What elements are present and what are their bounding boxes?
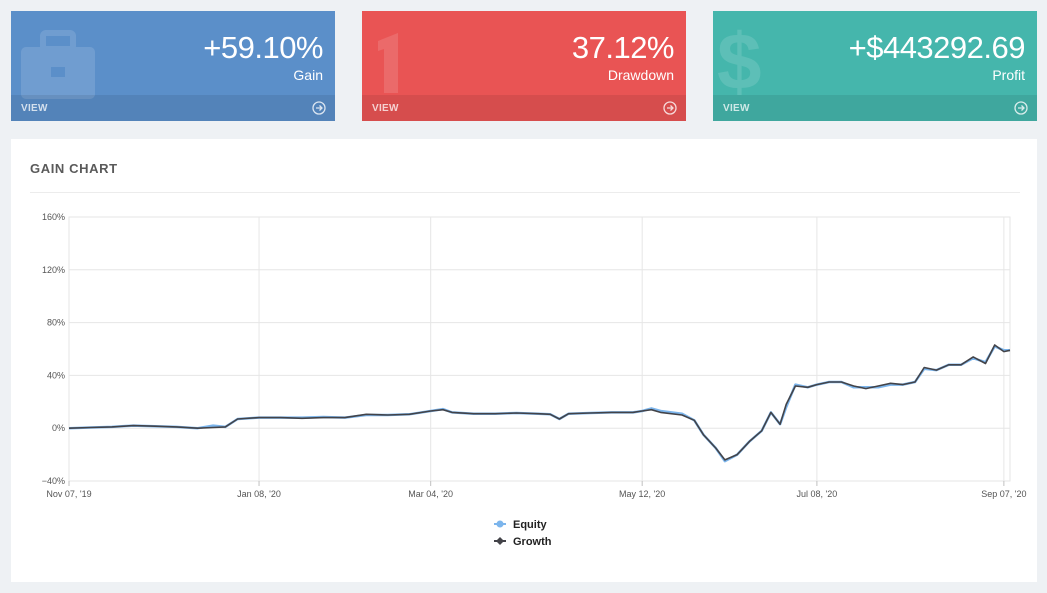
drawdown-value: 37.12%: [571, 30, 675, 65]
card-footer: VIEW: [713, 95, 1037, 121]
gain-value: +59.10%: [203, 30, 323, 65]
y-tick-label: 0%: [52, 423, 65, 433]
drawdown-card: 37.12% Drawdown VIEW: [362, 11, 686, 121]
gain-card: +59.10% Gain VIEW: [11, 11, 335, 121]
drawdown-label: Drawdown: [607, 67, 674, 83]
view-link[interactable]: VIEW: [21, 103, 48, 114]
legend-label: Growth: [513, 536, 552, 548]
arrow-circle-right-icon[interactable]: [1014, 101, 1028, 115]
divider: [30, 192, 1020, 193]
y-tick-label: 80%: [47, 318, 65, 328]
profit-label: Profit: [992, 67, 1025, 83]
profit-value: +$443292.69: [848, 30, 1026, 65]
view-link[interactable]: VIEW: [372, 103, 399, 114]
legend-marker: [496, 537, 504, 545]
legend-marker: [496, 520, 504, 528]
y-tick-label: 120%: [42, 265, 65, 275]
legend-label: Equity: [513, 519, 547, 531]
x-tick-label: Jan 08, '20: [237, 489, 281, 499]
x-tick-label: Jul 08, '20: [797, 489, 838, 499]
card-footer: VIEW: [362, 95, 686, 121]
number-one-icon: [378, 33, 398, 93]
panel-title: GAIN CHART: [30, 161, 118, 176]
dollar-icon: $: [717, 19, 762, 106]
view-link[interactable]: VIEW: [723, 103, 750, 114]
svg-text:$: $: [717, 19, 762, 106]
x-tick-label: Mar 04, '20: [408, 489, 453, 499]
series-line-growth: [68, 344, 1011, 461]
x-tick-label: May 12, '20: [619, 489, 665, 499]
series-line-equity: [68, 345, 1010, 463]
x-tick-label: Nov 07, '19: [46, 489, 91, 499]
profit-card: $ +$443292.69 Profit VIEW: [713, 11, 1037, 121]
y-tick-label: −40%: [42, 476, 65, 486]
arrow-circle-right-icon[interactable]: [663, 101, 677, 115]
card-footer: VIEW: [11, 95, 335, 121]
plot-area: [68, 216, 1011, 482]
briefcase-icon: [21, 30, 95, 99]
x-tick-label: Sep 07, '20: [981, 489, 1026, 499]
y-tick-label: 40%: [47, 370, 65, 380]
gain-chart: −40% 0% 40% 80% 120% 160% Nov 07, '19 Jan 08, '…: [42, 212, 1027, 548]
arrow-circle-right-icon[interactable]: [312, 101, 326, 115]
gain-label: Gain: [293, 67, 323, 83]
gain-chart-panel: GAIN CHART −40% 0% 40% 80% 120% 160% Nov 07, '…: [11, 139, 1037, 582]
y-tick-label: 160%: [42, 212, 65, 222]
